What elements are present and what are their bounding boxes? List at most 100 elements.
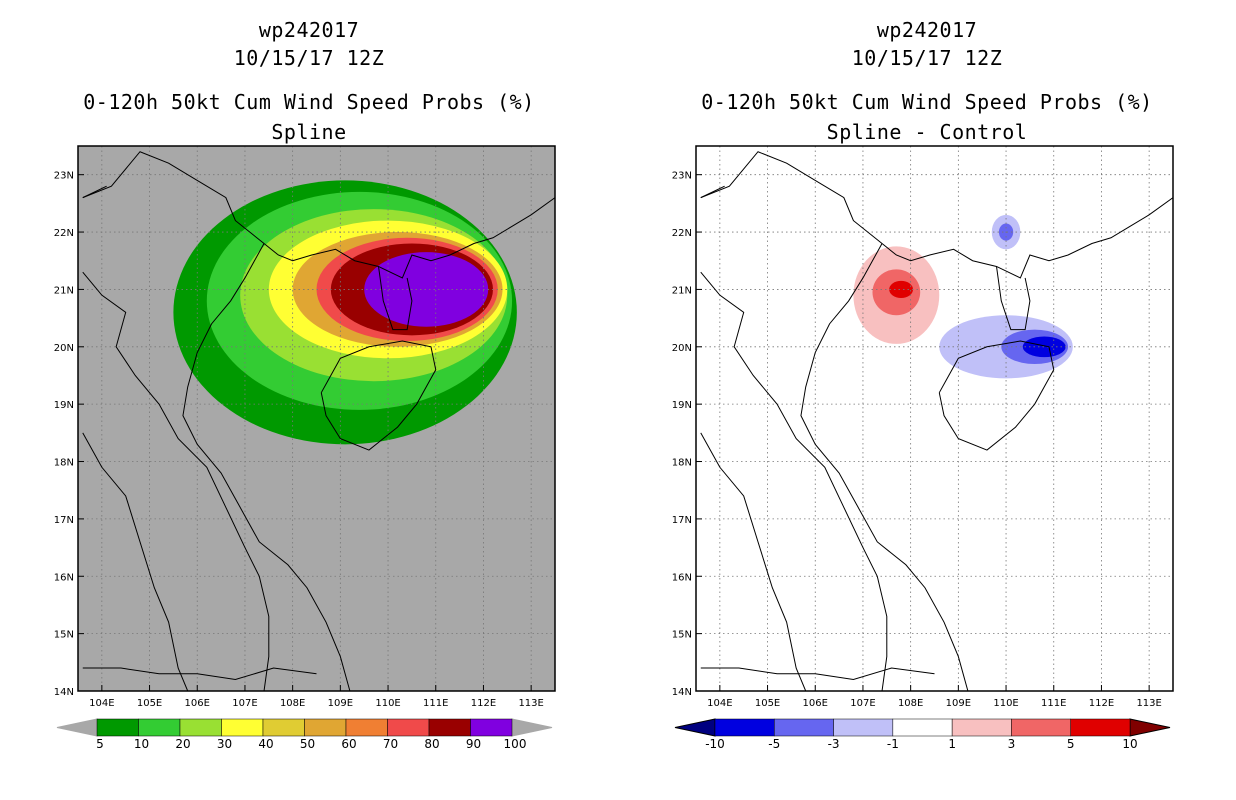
coastline-4 bbox=[700, 271, 888, 691]
colorbar-swatch bbox=[892, 718, 953, 737]
plot-frame bbox=[695, 145, 1174, 692]
y-tick-label: 21N bbox=[54, 285, 74, 296]
y-tick-label: 17N bbox=[672, 515, 692, 526]
coastline-3 bbox=[996, 266, 1031, 331]
x-tick-label: 108E bbox=[898, 698, 923, 709]
y-tick-label: 16N bbox=[54, 572, 74, 583]
coastline-6 bbox=[700, 667, 935, 681]
coastline-2 bbox=[938, 340, 1055, 451]
y-tick-label: 23N bbox=[672, 171, 692, 182]
colorbar-swatch bbox=[951, 718, 1012, 737]
coastline-7 bbox=[82, 185, 107, 199]
x-tick-label: 105E bbox=[755, 698, 780, 709]
coastline-7 bbox=[700, 185, 725, 199]
colorbar-label: 50 bbox=[300, 737, 315, 751]
colorbar-high-arrow bbox=[1129, 718, 1171, 737]
y-tick-label: 20N bbox=[54, 343, 74, 354]
colorbar-low-arrow bbox=[56, 718, 98, 737]
colorbar-swatch bbox=[96, 718, 139, 737]
colorbar-label: 40 bbox=[258, 737, 273, 751]
x-tick-label: 106E bbox=[185, 698, 210, 709]
colorbar-label: 90 bbox=[466, 737, 481, 751]
colorbar-swatch bbox=[304, 718, 347, 737]
colorbar-label: 30 bbox=[217, 737, 232, 751]
y-tick-label: 15N bbox=[672, 630, 692, 641]
storm-id-title: wp242017 bbox=[876, 18, 978, 42]
x-tick-label: 110E bbox=[375, 698, 400, 709]
colorbar-label: 1 bbox=[948, 737, 956, 751]
colorbar-label: 70 bbox=[383, 737, 398, 751]
difference-map: 104E 105E 106E 107E 108E 109E 110E 111E 112E 113E… bbox=[672, 145, 1174, 751]
y-tick-label: 14N bbox=[54, 687, 74, 698]
colorbar-label: 20 bbox=[175, 737, 190, 751]
plot-background bbox=[696, 146, 1173, 691]
colorbar-swatch bbox=[470, 718, 513, 737]
colorbar-label: 100 bbox=[504, 737, 527, 751]
y-tick-label: 14N bbox=[672, 687, 692, 698]
coastline-4 bbox=[82, 271, 270, 691]
y-tick-label: 23N bbox=[54, 171, 74, 182]
colorbar-label: -1 bbox=[887, 737, 899, 751]
plot-frame bbox=[77, 145, 556, 692]
colorbar-swatch bbox=[1011, 718, 1071, 737]
colorbar-swatch bbox=[774, 718, 834, 737]
x-tick-label: 113E bbox=[1136, 698, 1161, 709]
x-tick-label: 110E bbox=[993, 698, 1018, 709]
colorbar-swatch bbox=[833, 718, 894, 737]
colorbar-swatch bbox=[138, 718, 181, 737]
coastline-5 bbox=[82, 432, 189, 691]
coastline-1 bbox=[182, 243, 351, 691]
panel-spline: wp242017 10/15/17 12Z 0-120h 50kt Cum Wi… bbox=[54, 18, 556, 751]
x-tick-label: 104E bbox=[89, 698, 114, 709]
colorbar-swatch bbox=[387, 718, 430, 737]
y-tick-label: 19N bbox=[54, 400, 74, 411]
probability-map: 104E 105E 106E 107E 108E 109E 110E 111E 112E 113E… bbox=[54, 145, 556, 751]
x-tick-label: 109E bbox=[328, 698, 353, 709]
colorbar-swatch bbox=[428, 718, 471, 737]
x-tick-label: 104E bbox=[707, 698, 732, 709]
panel-spline-minus-control: wp242017 10/15/17 12Z 0-120h 50kt Cum Wi… bbox=[618, 0, 1236, 800]
x-tick-label: 113E bbox=[518, 698, 543, 709]
colorbar-swatch bbox=[262, 718, 305, 737]
panel-label: Spline - Control bbox=[826, 120, 1028, 144]
coastline-0 bbox=[700, 151, 1173, 279]
contour-fill-100-7 bbox=[364, 252, 489, 327]
contour-fill--5-5 bbox=[1022, 336, 1066, 358]
colorbar-label: -10 bbox=[705, 737, 725, 751]
x-tick-label: 111E bbox=[423, 698, 448, 709]
colorbar-label: -5 bbox=[768, 737, 780, 751]
panel-label: Spline bbox=[271, 120, 347, 144]
y-tick-label: 16N bbox=[672, 572, 692, 583]
colorbar-low-arrow bbox=[674, 718, 716, 737]
colorbar-label: 5 bbox=[96, 737, 104, 751]
x-tick-label: 112E bbox=[1089, 698, 1114, 709]
colorbar-label: 10 bbox=[1122, 737, 1137, 751]
colorbar-label: 3 bbox=[1008, 737, 1016, 751]
y-tick-label: 20N bbox=[672, 343, 692, 354]
y-tick-label: 21N bbox=[672, 285, 692, 296]
coastline-3 bbox=[378, 266, 413, 331]
colorbar-label: 5 bbox=[1067, 737, 1075, 751]
colorbar-swatch bbox=[179, 718, 222, 737]
coastline-2 bbox=[320, 340, 437, 451]
x-tick-label: 107E bbox=[232, 698, 257, 709]
x-tick-label: 105E bbox=[137, 698, 162, 709]
x-tick-label: 106E bbox=[803, 698, 828, 709]
coastline-0 bbox=[82, 151, 555, 279]
colorbar-label: 80 bbox=[424, 737, 439, 751]
x-tick-label: 109E bbox=[946, 698, 971, 709]
colorbar-swatch bbox=[345, 718, 388, 737]
x-tick-label: 112E bbox=[471, 698, 496, 709]
y-tick-label: 15N bbox=[54, 630, 74, 641]
y-tick-label: 17N bbox=[54, 515, 74, 526]
colorbar-high-arrow bbox=[511, 718, 553, 737]
colorbar-label: 10 bbox=[134, 737, 149, 751]
x-tick-label: 111E bbox=[1041, 698, 1066, 709]
x-tick-label: 107E bbox=[850, 698, 875, 709]
coastline-6 bbox=[82, 667, 317, 681]
x-tick-label: 108E bbox=[280, 698, 305, 709]
storm-id-title: wp242017 bbox=[258, 18, 360, 42]
colorbar-swatch bbox=[714, 718, 775, 737]
colorbar-label: -3 bbox=[828, 737, 840, 751]
colorbar-swatch bbox=[221, 718, 264, 737]
